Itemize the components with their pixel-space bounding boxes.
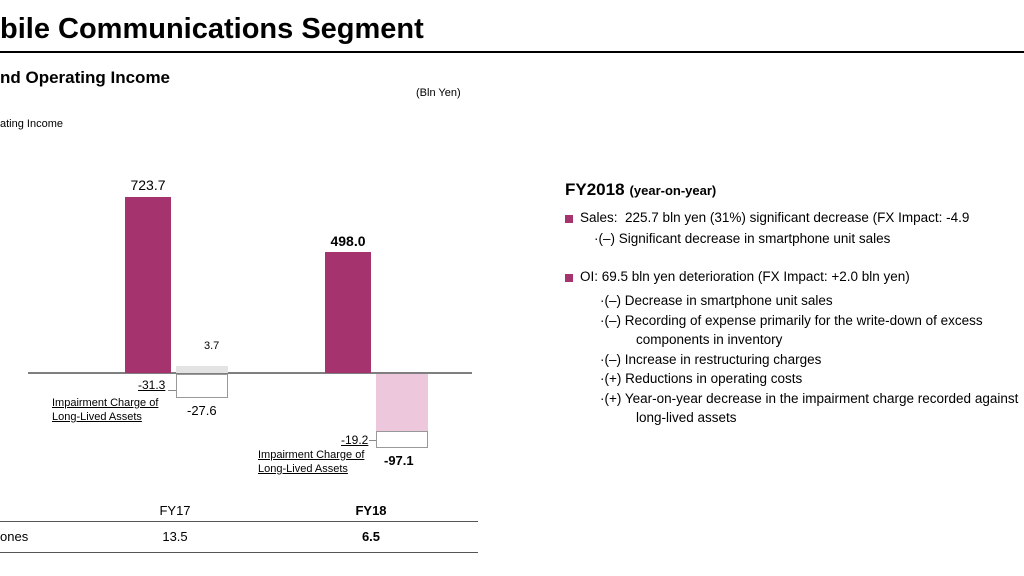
- fy18-impairment-caption-line1: Impairment Charge of: [258, 449, 365, 461]
- oi-sub-list: ·(–) Decrease in smartphone unit sales ·…: [600, 291, 1024, 428]
- sales-bullet-text: Sales: 225.7 bln yen (31%) significant d…: [580, 210, 970, 225]
- legend-fragment: ating Income: [0, 118, 63, 130]
- year-on-year-label: (year-on-year): [629, 183, 717, 198]
- fy18-callout-line: [369, 440, 376, 441]
- fy18-impairment-caption-line2: Long-Lived Assets: [258, 463, 348, 475]
- fy17-impairment-caption-line1: Impairment Charge of: [52, 397, 159, 409]
- oi-bullet: OI: 69.5 bln yen deterioration (FX Impac…: [565, 269, 910, 284]
- fy17-callout-line: [168, 390, 176, 391]
- fy17-oi-total-value: -27.6: [187, 403, 217, 418]
- fy17-sales-value: 723.7: [130, 177, 166, 193]
- page-title: bile Communications Segment: [0, 13, 424, 45]
- unit-label: (Bln Yen): [416, 87, 461, 99]
- table-value-fy18: 6.5: [361, 529, 381, 544]
- fy18-oi-total-value: -97.1: [384, 453, 414, 468]
- x-axis-label-fy17: FY17: [159, 503, 191, 518]
- zero-axis-line: [28, 372, 472, 374]
- fy17-impairment-value: -31.3: [138, 378, 166, 392]
- bullet-square-icon: [565, 274, 573, 282]
- fy17-oi-excl-value: 3.7: [204, 340, 220, 352]
- fy17-oi-positive-bar: [176, 366, 228, 373]
- table-rule-top: [0, 521, 478, 522]
- fy18-impairment-box: [376, 431, 428, 448]
- oi-sub-item: ·(+) Reductions in operating costs: [600, 371, 803, 386]
- fy18-oi-negative-bar: [376, 374, 428, 432]
- oi-bullet-text: OI: 69.5 bln yen deterioration (FX Impac…: [580, 269, 910, 284]
- chart-heading: nd Operating Income: [0, 68, 171, 87]
- fy18-sales-value: 498.0: [330, 233, 366, 249]
- table-value-fy17: 13.5: [162, 529, 188, 544]
- title-divider: [0, 51, 1024, 53]
- oi-sub-item: ·(–) Recording of expense primarily for …: [600, 312, 983, 348]
- sales-bullet: Sales: 225.7 bln yen (31%) significant d…: [565, 210, 969, 225]
- fy17-impairment-caption-line2: Long-Lived Assets: [52, 411, 142, 423]
- oi-sub-item: ·(+) Year-on-year decrease in the impair…: [600, 390, 1019, 426]
- table-row-label: ones: [0, 529, 29, 544]
- fy17-impairment-box: [176, 374, 228, 398]
- sales-sub-item: ·(–) Significant decrease in smartphone …: [594, 231, 891, 246]
- fy17-sales-bar: [125, 197, 171, 373]
- table-rule-bottom: [0, 552, 478, 553]
- bullet-square-icon: [565, 215, 573, 223]
- x-axis-label-fy18: FY18: [355, 503, 387, 518]
- fy2018-label: FY2018: [565, 180, 625, 199]
- commentary-heading: FY2018 (year-on-year): [565, 180, 716, 200]
- fy18-sales-bar: [325, 252, 371, 373]
- oi-sub-item: ·(–) Increase in restructuring charges: [600, 351, 822, 367]
- oi-sub-item: ·(–) Decrease in smartphone unit sales: [600, 293, 833, 308]
- fy18-impairment-value: -19.2: [341, 433, 369, 447]
